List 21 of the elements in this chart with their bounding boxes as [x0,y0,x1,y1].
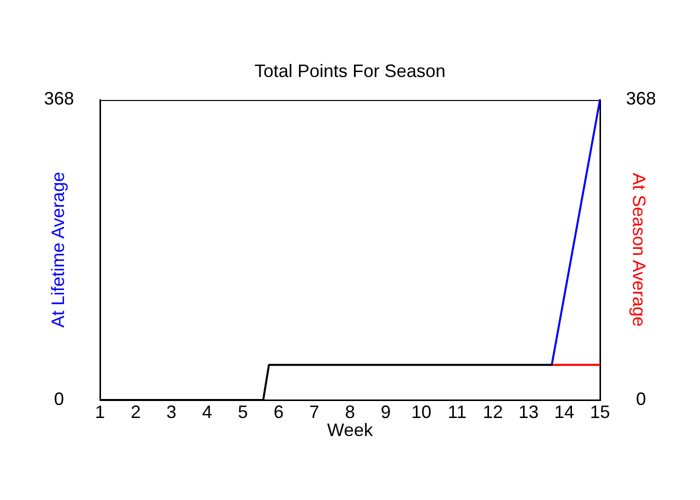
x-tick-label: 3 [166,402,176,422]
x-tick-label: 4 [202,402,212,422]
text: At Lifetime Average [48,172,68,328]
x-tick-label: 8 [344,402,356,422]
x-tick-label: 15 [590,402,610,422]
y2-tick-label: 0 [636,388,646,409]
x-tick-label: 10 [411,402,432,422]
x-tick-label: 13 [518,402,539,422]
x-tick-label: 1 [94,402,106,422]
x-axis-title: Week [327,420,374,440]
x-tick-label: 14 [554,402,574,422]
chart-title: Total Points For Season [254,60,446,81]
x-tick-label: 6 [274,402,284,422]
x-tick-label: 2 [130,402,141,422]
x-tick-label: 11 [448,402,466,422]
text: At Season Average [629,172,650,327]
y2-tick-label: 368 [626,88,656,109]
x-tick-label: 7 [309,402,320,422]
x-tick-label: 12 [482,402,503,422]
x-tick-label: 5 [238,402,248,422]
x-tick-label: 9 [380,402,391,422]
